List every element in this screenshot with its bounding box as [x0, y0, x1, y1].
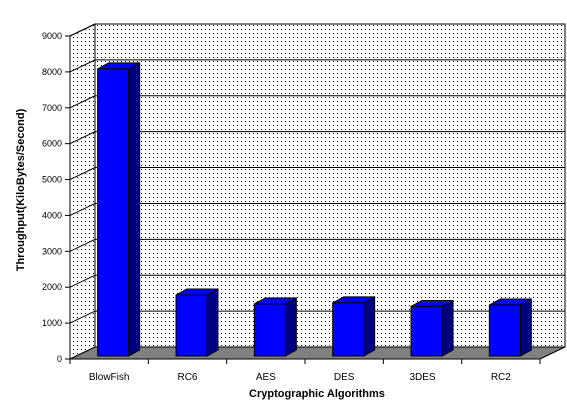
bar-front	[253, 303, 286, 357]
bar-side	[519, 298, 532, 357]
bar-aes	[253, 297, 297, 357]
y-tick-label: 4000	[42, 210, 62, 220]
bar-des	[332, 296, 376, 357]
bar-front	[410, 305, 443, 357]
bar-front	[175, 294, 208, 357]
gridline	[69, 238, 565, 252]
y-tick-label: 5000	[42, 175, 62, 185]
bar-rc2	[488, 298, 532, 357]
bar-side	[441, 299, 454, 357]
bar-side	[128, 62, 141, 357]
bar-side	[284, 297, 297, 357]
x-axis-title: Cryptographic Algorithms	[249, 388, 385, 400]
y-tick-label: 6000	[42, 139, 62, 149]
bar-side	[206, 288, 219, 357]
bar-rc6	[175, 288, 219, 357]
bar-front	[488, 304, 521, 357]
y-tick-label: 3000	[42, 246, 62, 256]
x-tick-label: RC6	[177, 372, 197, 383]
x-tick-label: 3DES	[409, 372, 435, 383]
gridline	[69, 202, 565, 216]
back-wall	[94, 23, 566, 348]
x-tick-label: RC2	[491, 372, 511, 383]
y-tick-label: 1000	[42, 318, 62, 328]
x-tick-label: DES	[334, 372, 355, 383]
y-tick-label: 8000	[42, 67, 62, 77]
bar-side	[363, 296, 376, 357]
gridline	[69, 274, 565, 288]
gridline	[69, 95, 565, 109]
gridline	[69, 167, 565, 181]
y-axis-title: Throughput(KiloBytes/Second)	[15, 108, 27, 271]
bar-3des	[410, 299, 454, 357]
gridline	[69, 59, 565, 73]
gridline	[69, 310, 565, 324]
x-tick-label: AES	[256, 372, 276, 383]
bar-blowfish	[97, 62, 141, 357]
bar-front	[97, 68, 130, 357]
y-tick-label: 2000	[42, 282, 62, 292]
y-tick-label: 0	[57, 354, 62, 364]
gridline	[69, 131, 565, 145]
x-tick-label: BlowFish	[89, 372, 130, 383]
y-tick-label: 9000	[42, 31, 62, 41]
bar-front	[332, 302, 365, 357]
side-wall	[69, 23, 96, 360]
gridline	[69, 23, 565, 37]
y-tick-label: 7000	[42, 103, 62, 113]
